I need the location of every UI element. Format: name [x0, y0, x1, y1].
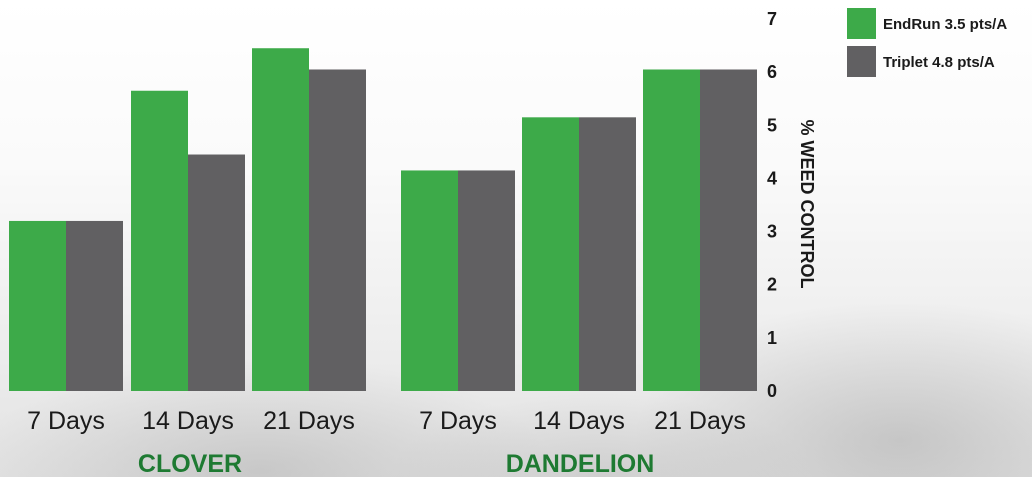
bar-dandelion-21-days-series-1 [643, 69, 700, 391]
category-label: 7 Days [27, 407, 105, 435]
bar-dandelion-14-days-series-1 [522, 117, 579, 392]
group-label-dandelion: DANDELION [506, 450, 655, 477]
y-axis-label: % WEED CONTROL [797, 120, 817, 289]
legend-swatch-2 [847, 46, 876, 77]
category-label: 14 Days [142, 407, 234, 435]
bar-clover-21-days-series-2 [309, 69, 366, 391]
category-label: 21 Days [263, 407, 355, 435]
category-label: 7 Days [419, 407, 497, 435]
category-label: 14 Days [533, 407, 625, 435]
category-label: 21 Days [654, 407, 746, 435]
group-labels: CLOVER DANDELION [138, 450, 654, 477]
category-labels: 7 Days 14 Days 21 Days 7 Days 14 Days 21 Days [27, 407, 746, 435]
y-tick-label: 0 [767, 381, 777, 401]
bar-dandelion-21-days-series-2 [700, 69, 757, 391]
bar-clover-14-days-series-2 [188, 154, 245, 391]
bar-clover-21-days-series-1 [252, 48, 309, 391]
y-axis-ticks: 0 1 2 3 4 5 6 7 [767, 9, 777, 401]
y-tick-label: 1 [767, 328, 777, 348]
y-tick-label: 2 [767, 275, 777, 295]
legend-label-2: Triplet 4.8 pts/A [883, 54, 995, 71]
bar-dandelion-7-days-series-1 [401, 170, 458, 391]
y-tick-label: 4 [767, 168, 777, 188]
y-tick-label: 6 [767, 62, 777, 82]
bar-clover-7-days-series-2 [66, 220, 123, 391]
bar-clover-7-days-series-1 [9, 220, 66, 391]
legend: EndRun 3.5 pts/A Triplet 4.8 pts/A [847, 8, 1007, 77]
bar-clover-14-days-series-1 [131, 90, 188, 391]
legend-swatch-1 [847, 8, 876, 39]
legend-label-1: EndRun 3.5 pts/A [883, 16, 1007, 33]
group-label-clover: CLOVER [138, 450, 242, 477]
y-tick-label: 7 [767, 9, 777, 29]
bar-dandelion-7-days-series-2 [458, 170, 515, 391]
y-tick-label: 5 [767, 115, 777, 135]
bar-dandelion-14-days-series-2 [579, 117, 636, 392]
y-tick-label: 3 [767, 222, 777, 242]
bars-layer [9, 48, 757, 392]
